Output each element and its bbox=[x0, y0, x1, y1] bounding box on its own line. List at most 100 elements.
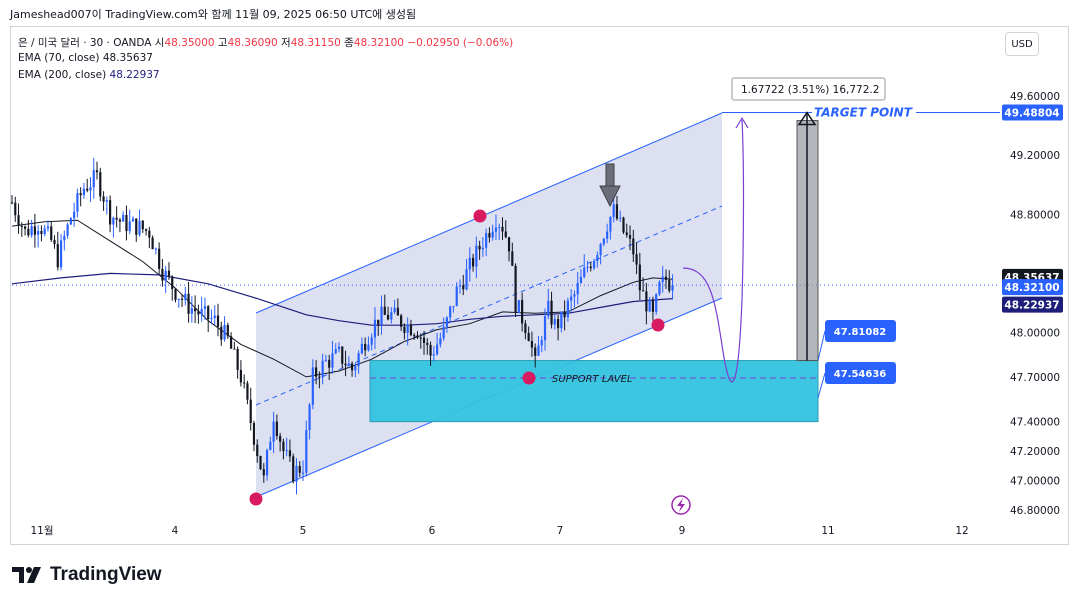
candle-body bbox=[475, 245, 478, 267]
candle-body bbox=[20, 225, 23, 227]
candle-body bbox=[596, 255, 599, 262]
candle-body bbox=[318, 376, 321, 378]
candle-body bbox=[171, 276, 174, 289]
candle-body bbox=[334, 349, 337, 354]
candle-body bbox=[455, 286, 458, 306]
candle-body bbox=[207, 306, 210, 320]
open-label: 시 bbox=[154, 37, 165, 49]
candle-body bbox=[265, 449, 269, 476]
support-zone: SUPPORT LAVEL bbox=[369, 360, 819, 423]
candle-body bbox=[311, 367, 314, 405]
candle-body bbox=[373, 319, 377, 338]
candle-body bbox=[86, 188, 89, 191]
brand-name: TradingView bbox=[50, 564, 162, 585]
candle-body bbox=[615, 204, 619, 219]
candle-body bbox=[105, 200, 108, 202]
x-tick-label: 9 bbox=[679, 525, 686, 537]
candle-body bbox=[187, 293, 190, 314]
candle-body bbox=[442, 326, 445, 339]
candle-body bbox=[413, 335, 416, 337]
candle-body bbox=[354, 366, 357, 371]
candle-body bbox=[589, 266, 592, 269]
candle-body bbox=[272, 421, 275, 442]
candle-body bbox=[190, 308, 193, 314]
pivot-marker bbox=[522, 371, 536, 385]
close-label: 종 bbox=[344, 37, 354, 49]
candle-body bbox=[210, 318, 213, 320]
candle-body bbox=[478, 245, 481, 250]
candle-body bbox=[377, 319, 380, 325]
candle-body bbox=[82, 188, 86, 196]
candle-body bbox=[125, 214, 128, 232]
symbol-name: 은 / 미국 달러 · 30 · OANDA bbox=[18, 37, 152, 49]
candle-body bbox=[344, 363, 347, 366]
x-tick-label: 11월 bbox=[30, 525, 53, 537]
x-tick-label: 12 bbox=[955, 525, 968, 537]
candle-body bbox=[432, 354, 435, 356]
candle-body bbox=[563, 311, 566, 318]
candle-body bbox=[14, 202, 17, 216]
candle-body bbox=[161, 268, 164, 281]
candle-body bbox=[622, 217, 625, 233]
candle-body bbox=[10, 202, 14, 204]
candle-body bbox=[655, 294, 658, 312]
candle-body bbox=[46, 226, 50, 229]
candle-body bbox=[570, 296, 573, 301]
measure-label-box bbox=[731, 77, 886, 101]
candle-body bbox=[560, 311, 563, 329]
candle-body bbox=[494, 227, 498, 232]
candle-body bbox=[17, 215, 20, 226]
candle-body bbox=[586, 266, 589, 268]
candle-body bbox=[128, 221, 131, 232]
pivot-marker bbox=[249, 492, 263, 506]
candle-body bbox=[148, 230, 151, 238]
candle-body bbox=[628, 235, 632, 239]
candle-body bbox=[638, 264, 641, 291]
candle-body bbox=[521, 300, 524, 324]
projection-arrow-head bbox=[735, 116, 749, 129]
candle-body bbox=[668, 279, 671, 291]
candle-body bbox=[485, 233, 488, 248]
low-value: 48.31150 bbox=[290, 37, 341, 49]
candle-body bbox=[249, 399, 252, 424]
candle-body bbox=[95, 170, 99, 173]
candle-body bbox=[350, 363, 354, 371]
candle-body bbox=[445, 317, 449, 327]
candle-body bbox=[671, 285, 674, 291]
candle-body bbox=[465, 269, 468, 290]
candle-body bbox=[511, 251, 514, 266]
candle-body bbox=[619, 217, 622, 219]
y-tick-label: 47.40000 bbox=[1010, 416, 1060, 428]
candle-body bbox=[449, 306, 452, 318]
candle-body bbox=[229, 336, 233, 349]
candle-body bbox=[396, 307, 399, 316]
y-tick-label: 49.60000 bbox=[1010, 91, 1060, 103]
support-label: SUPPORT LAVEL bbox=[552, 374, 632, 385]
support-bottom-value: 47.54636 bbox=[834, 369, 887, 380]
candle-body bbox=[33, 226, 36, 235]
candle-body bbox=[383, 306, 386, 315]
ema70-legend[interactable]: EMA (70, close) 48.35637 bbox=[18, 52, 153, 64]
candle-body bbox=[115, 217, 118, 220]
candle-body bbox=[79, 193, 82, 196]
candle-body bbox=[576, 283, 579, 295]
tradingview-logo[interactable]: TradingView bbox=[12, 564, 162, 586]
candle-body bbox=[471, 257, 475, 267]
candle-body bbox=[419, 337, 422, 339]
candle-body bbox=[400, 315, 403, 327]
price-axis-badge bbox=[1002, 104, 1063, 121]
candle-body bbox=[43, 228, 46, 235]
candle-body bbox=[259, 456, 262, 470]
lightning-icon bbox=[677, 498, 685, 512]
candle-body bbox=[452, 305, 455, 307]
candle-body bbox=[246, 383, 249, 400]
ema200-legend[interactable]: EMA (200, close) 48.22937 bbox=[18, 69, 160, 81]
y-tick-label: 47.70000 bbox=[1010, 372, 1060, 384]
measure-arrow-head bbox=[797, 111, 817, 126]
currency-button[interactable]: USD bbox=[1005, 32, 1039, 56]
candle-body bbox=[507, 237, 511, 252]
candle-body bbox=[141, 220, 144, 230]
candle-body bbox=[118, 219, 122, 222]
candle-body bbox=[592, 261, 596, 269]
